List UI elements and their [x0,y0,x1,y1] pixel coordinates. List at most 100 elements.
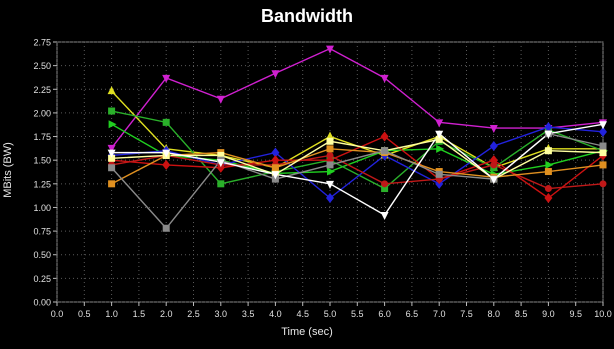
data-point [107,86,116,95]
x-tick-label: 9.5 [569,309,582,319]
y-tick-label: 0.75 [33,227,51,237]
data-point [436,144,445,153]
data-point [108,154,116,162]
data-point [162,118,170,126]
data-point [544,168,552,176]
chart-title: Bandwidth [261,6,353,26]
data-point [435,135,443,143]
x-tick-label: 1.5 [133,309,146,319]
y-tick-label: 1.25 [33,179,51,189]
data-point [162,149,171,158]
data-point [216,159,225,168]
data-point [327,167,335,176]
data-point [381,147,389,155]
data-point [107,144,116,153]
data-point [217,180,225,188]
y-tick-label: 0.25 [33,274,51,284]
data-point [599,142,607,150]
series-line [111,138,604,180]
data-point [108,107,116,115]
y-tick-label: 2.50 [33,61,51,71]
data-point [544,122,553,133]
x-tick-label: 9.0 [542,309,555,319]
x-tick-label: 7.0 [433,309,446,319]
data-point [271,171,280,180]
data-point [326,45,334,54]
series-line [111,154,604,190]
series-line [111,135,604,199]
data-point [489,141,498,151]
data-point [435,130,444,139]
data-point [217,151,225,159]
data-point [271,147,280,158]
x-tick-label: 4.5 [296,309,309,319]
data-point [107,149,116,158]
data-point [599,121,607,130]
data-point [326,151,334,159]
x-tick-label: 3.5 [242,309,255,319]
data-point [490,161,498,169]
data-point [108,180,116,188]
data-point [544,193,553,203]
data-point [326,180,334,189]
data-point [162,159,171,170]
data-point [326,145,334,153]
x-tick-label: 10.0 [594,309,612,319]
data-point [489,176,498,185]
y-tick-label: 1.50 [33,156,51,166]
data-point [381,185,389,193]
data-point [326,131,334,140]
y-tick-label: 2.00 [33,108,51,118]
data-point [599,126,607,137]
x-tick-label: 6.5 [406,309,419,319]
data-point [162,74,171,83]
y-tick-label: 2.25 [33,85,51,95]
data-point [435,170,443,178]
x-tick-label: 6.0 [378,309,391,319]
x-tick-label: 2.0 [160,309,173,319]
data-point [381,180,389,188]
y-tick-label: 0.50 [33,250,51,260]
data-point [544,130,553,139]
data-point [599,149,607,157]
data-point [380,212,389,221]
x-tick-label: 4.0 [269,309,282,319]
data-point [380,74,389,83]
x-tick-label: 8.0 [488,309,501,319]
data-point [435,119,444,128]
x-tick-label: 1.0 [105,309,118,319]
x-tick-label: 7.5 [460,309,473,319]
data-point [326,193,334,203]
series-line [111,110,604,190]
data-point [271,164,279,172]
data-point [380,131,389,142]
series-line [111,123,604,216]
data-point [599,180,607,188]
data-point [544,185,552,193]
x-tick-label: 0.5 [78,309,91,319]
x-tick-label: 5.5 [351,309,364,319]
data-point [326,161,334,169]
x-tick-label: 3.0 [215,309,228,319]
data-point [544,147,552,155]
y-tick-label: 1.00 [33,203,51,213]
data-point [216,95,225,104]
data-point [489,125,498,134]
y-tick-label: 0.00 [33,298,51,308]
y-tick-label: 2.75 [33,38,51,48]
x-axis-label: Time (sec) [281,326,333,338]
data-point [545,160,554,169]
data-point [108,120,117,129]
x-tick-label: 2.5 [187,309,200,319]
series-line [111,47,604,149]
data-point [326,137,334,145]
data-point [271,70,280,79]
data-point [162,224,170,232]
y-tick-label: 1.75 [33,132,51,142]
series-line [111,148,604,185]
x-tick-label: 5.0 [324,309,337,319]
data-point [108,164,116,172]
x-tick-label: 8.5 [515,309,528,319]
